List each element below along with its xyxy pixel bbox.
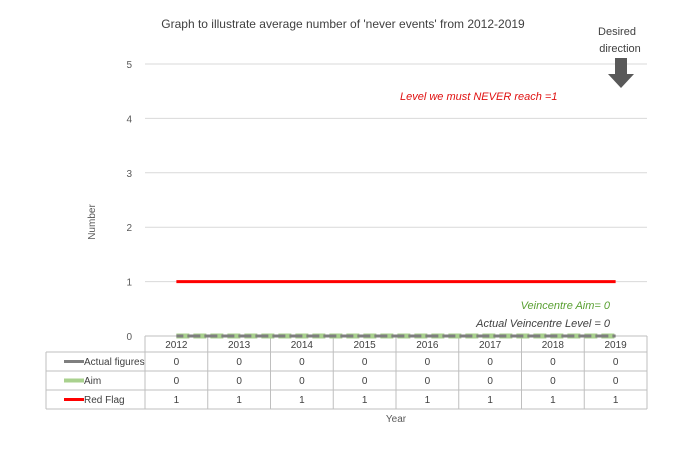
table-cell-value: 1	[299, 395, 305, 406]
table-cell-value: 0	[487, 357, 493, 368]
legend-label: Actual figures	[84, 357, 145, 368]
table-cell-value: 1	[613, 395, 619, 406]
direction-label-line1: Desired	[598, 26, 636, 38]
table-cell-value: 0	[299, 357, 305, 368]
x-tick-label: 2015	[354, 340, 377, 351]
y-tick-label: 1	[126, 278, 132, 289]
actual-level-annotation: Actual Veincentre Level = 0	[475, 318, 611, 330]
red-flag-annotation: Level we must NEVER reach =1	[400, 91, 557, 103]
x-tick-label: 2013	[228, 340, 251, 351]
table-cell-value: 1	[487, 395, 493, 406]
chart-title: Graph to illustrate average number of 'n…	[161, 17, 525, 31]
table-cell-value: 0	[425, 357, 431, 368]
table-cell-value: 1	[550, 395, 556, 406]
x-axis-label: Year	[386, 414, 407, 425]
table-cell-value: 1	[174, 395, 180, 406]
table-cell-value: 0	[487, 376, 493, 387]
table-cell-value: 0	[174, 357, 180, 368]
table-cell-value: 0	[613, 357, 619, 368]
x-tick-label: 2012	[165, 340, 188, 351]
y-axis-label: Number	[87, 204, 98, 240]
table-cell-value: 0	[236, 357, 242, 368]
table-cell-value: 1	[362, 395, 368, 406]
table-cell-value: 1	[236, 395, 242, 406]
x-tick-label: 2019	[605, 340, 628, 351]
table-cell-value: 0	[236, 376, 242, 387]
x-tick-label: 2016	[416, 340, 439, 351]
x-tick-label: 2017	[479, 340, 502, 351]
x-tick-label: 2014	[291, 340, 314, 351]
y-tick-label: 0	[126, 332, 132, 343]
table-cell-value: 0	[362, 357, 368, 368]
legend-label: Red Flag	[84, 395, 125, 406]
table-cell-value: 0	[362, 376, 368, 387]
direction-label-line2: direction	[599, 43, 641, 55]
aim-annotation: Veincentre Aim= 0	[521, 300, 611, 312]
table-cell-value: 0	[425, 376, 431, 387]
table-cell-value: 0	[613, 376, 619, 387]
table-cell-value: 0	[550, 376, 556, 387]
x-tick-label: 2018	[542, 340, 565, 351]
table-cell-value: 0	[174, 376, 180, 387]
table-cell-value: 1	[425, 395, 431, 406]
down-arrow-icon	[608, 58, 634, 88]
legend-label: Aim	[84, 376, 101, 387]
table-cell-value: 0	[299, 376, 305, 387]
y-tick-label: 2	[126, 223, 132, 234]
y-tick-label: 5	[126, 60, 132, 71]
y-tick-label: 3	[126, 169, 132, 180]
y-tick-label: 4	[126, 114, 132, 125]
table-cell-value: 0	[550, 357, 556, 368]
